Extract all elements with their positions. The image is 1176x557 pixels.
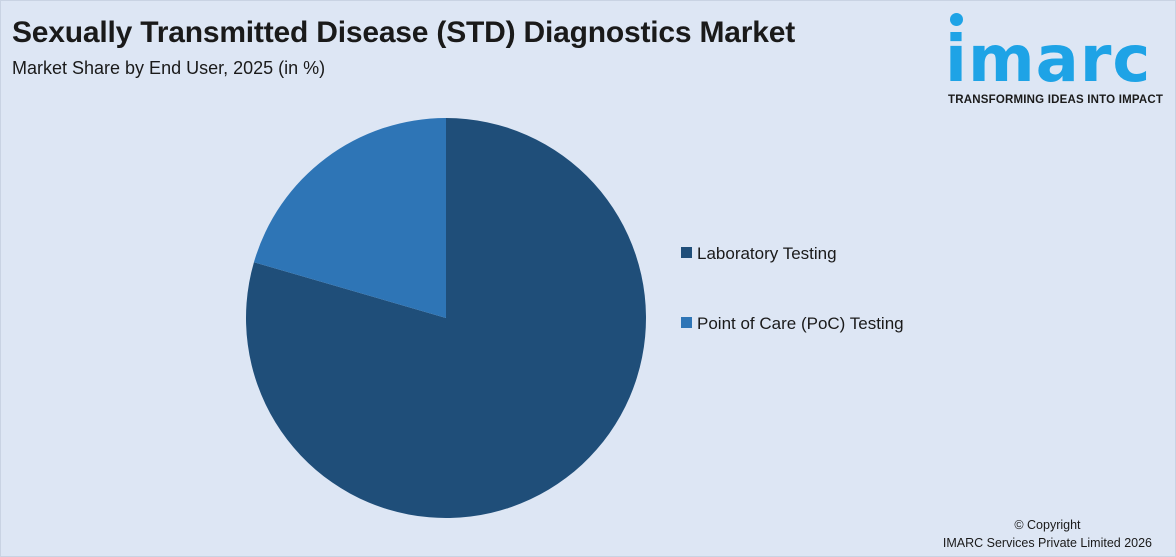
legend-label: Laboratory Testing — [697, 244, 837, 263]
logo-tagline: TRANSFORMING IDEAS INTO IMPACT — [948, 94, 1164, 106]
imarc-logo: imarc TRANSFORMING IDEAS INTO IMPACT — [945, 10, 1170, 110]
logo-dot-icon — [950, 13, 963, 26]
copyright-notice: © Copyright IMARC Services Private Limit… — [943, 516, 1152, 552]
chart-subtitle: Market Share by End User, 2025 (in %) — [12, 58, 326, 78]
legend-swatch — [681, 247, 692, 258]
legend-item: Laboratory Testing — [681, 244, 837, 264]
copyright-line-2: IMARC Services Private Limited 2026 — [942, 536, 1152, 550]
pie-slice-point-of-care-poc-testing — [253, 118, 446, 318]
logo-wordmark: imarc — [945, 23, 1152, 97]
chart-title: Sexually Transmitted Disease (STD) Diagn… — [12, 16, 796, 49]
legend-item: Point of Care (PoC) Testing — [681, 314, 904, 334]
copyright-line-1: © Copyright — [1014, 518, 1081, 532]
legend-swatch — [681, 317, 692, 328]
legend-label: Point of Care (PoC) Testing — [697, 314, 904, 333]
